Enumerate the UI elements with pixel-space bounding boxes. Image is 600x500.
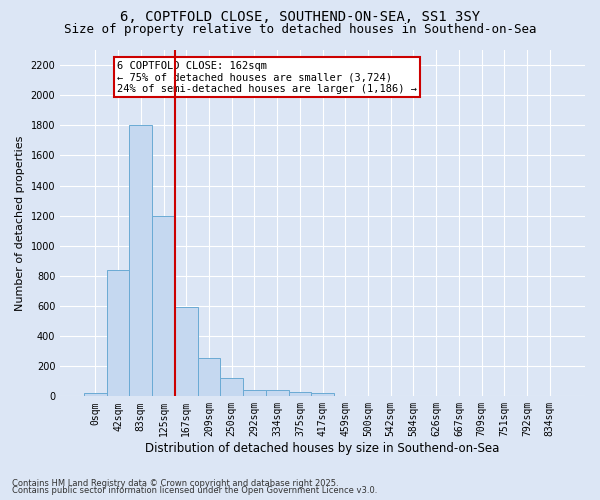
- Text: 6 COPTFOLD CLOSE: 162sqm
← 75% of detached houses are smaller (3,724)
24% of sem: 6 COPTFOLD CLOSE: 162sqm ← 75% of detach…: [117, 60, 417, 94]
- Y-axis label: Number of detached properties: Number of detached properties: [15, 136, 25, 311]
- Text: Size of property relative to detached houses in Southend-on-Sea: Size of property relative to detached ho…: [64, 22, 536, 36]
- Bar: [197, 358, 220, 397]
- Bar: [220, 378, 243, 396]
- Bar: [289, 392, 311, 396]
- Bar: [311, 394, 334, 396]
- Bar: [84, 394, 107, 396]
- X-axis label: Distribution of detached houses by size in Southend-on-Sea: Distribution of detached houses by size …: [145, 442, 500, 455]
- Bar: [152, 216, 175, 396]
- Text: 6, COPTFOLD CLOSE, SOUTHEND-ON-SEA, SS1 3SY: 6, COPTFOLD CLOSE, SOUTHEND-ON-SEA, SS1 …: [120, 10, 480, 24]
- Bar: [107, 270, 130, 396]
- Text: Contains HM Land Registry data © Crown copyright and database right 2025.: Contains HM Land Registry data © Crown c…: [12, 478, 338, 488]
- Bar: [175, 308, 197, 396]
- Text: Contains public sector information licensed under the Open Government Licence v3: Contains public sector information licen…: [12, 486, 377, 495]
- Bar: [130, 126, 152, 396]
- Bar: [243, 390, 266, 396]
- Bar: [266, 390, 289, 396]
